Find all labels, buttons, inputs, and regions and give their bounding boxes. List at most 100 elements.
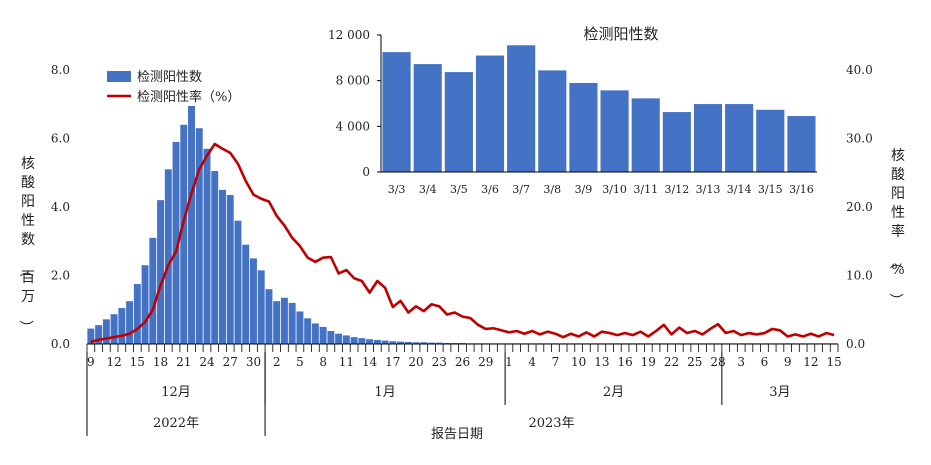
left-y-tick-label: 2.0 — [51, 269, 70, 283]
inset-bar — [787, 116, 816, 172]
positive-count-bar — [273, 301, 281, 344]
inset-y-tick-label: 12 000 — [328, 28, 370, 42]
positive-count-bar — [211, 171, 219, 344]
positive-count-bar — [157, 200, 165, 344]
x-tick-label: 9 — [784, 355, 792, 369]
x-tick-label: 8 — [319, 355, 327, 369]
x-tick-label: 15 — [130, 355, 145, 369]
x-tick-label: 27 — [223, 355, 238, 369]
x-tick-label: 12 — [803, 355, 818, 369]
x-axis-title: 报告日期 — [431, 427, 483, 442]
legend-bar-swatch — [107, 71, 131, 82]
right-y-tick-label: 30.0 — [846, 132, 873, 146]
x-tick-label: 14 — [362, 355, 378, 369]
inset-x-tick-label: 3/3 — [388, 183, 406, 196]
x-tick-label: 26 — [455, 355, 470, 369]
x-tick-label: 11 — [339, 355, 354, 369]
x-tick-label: 12 — [106, 355, 121, 369]
positive-count-bar — [172, 141, 180, 344]
positive-count-bar — [342, 335, 350, 344]
inset-x-tick-label: 3/4 — [419, 183, 437, 196]
positive-count-bar — [366, 339, 374, 344]
inset-y-tick-label: 8 000 — [336, 74, 370, 88]
inset-x-tick-label: 3/15 — [758, 183, 783, 196]
x-tick-label: 28 — [710, 355, 725, 369]
positive-count-bar — [188, 105, 195, 345]
month-label: 2月 — [603, 385, 624, 400]
positive-count-bar — [226, 195, 234, 344]
positive-count-bar — [381, 340, 389, 344]
positive-count-bar — [304, 318, 312, 344]
positive-count-bar — [358, 338, 366, 344]
month-label: 3月 — [769, 385, 790, 400]
inset-x-tick-label: 3/13 — [696, 183, 721, 196]
positive-count-bar — [451, 342, 459, 344]
positive-count-bar — [195, 128, 203, 344]
left-y-tick-label: 6.0 — [51, 132, 70, 146]
positive-count-bar — [149, 237, 157, 344]
positive-count-bar — [87, 328, 95, 344]
inset-x-tick-label: 3/14 — [727, 183, 752, 196]
positive-count-bar — [373, 339, 381, 344]
inset-y-tick-label: 0 — [362, 165, 370, 179]
right-y-tick-label: 20.0 — [846, 200, 873, 214]
positive-count-bar — [133, 284, 141, 344]
positive-count-bar — [180, 124, 188, 344]
positive-count-bar — [141, 265, 149, 344]
positive-count-bar — [110, 314, 118, 344]
inset-bar — [444, 72, 473, 172]
positive-rate-line — [90, 142, 835, 344]
year-label: 2022年 — [153, 416, 199, 431]
x-tick-label: 3 — [737, 355, 745, 369]
positive-count-bar — [249, 258, 257, 344]
x-tick-label: 23 — [432, 355, 447, 369]
positive-count-bar — [296, 311, 304, 344]
inset-bar — [475, 55, 505, 172]
x-tick-label: 16 — [617, 355, 632, 369]
x-tick-label: 9 — [87, 355, 95, 369]
positive-count-bar — [280, 297, 288, 344]
left-y-tick-label: 0.0 — [51, 337, 70, 351]
positive-count-bar — [335, 333, 343, 344]
positive-count-bar — [102, 319, 110, 344]
positive-count-bar — [219, 189, 226, 344]
right-y-tick-label: 10.0 — [846, 269, 873, 283]
right-y-tick-label: 40.0 — [846, 63, 873, 77]
inset-x-tick-label: 3/16 — [789, 183, 814, 196]
x-tick-label: 6 — [761, 355, 769, 369]
positive-count-bar — [164, 169, 172, 344]
right-y-tick-label: 0.0 — [846, 337, 865, 351]
x-tick-label: 21 — [176, 355, 191, 369]
inset-x-tick-label: 3/8 — [543, 183, 561, 196]
positive-count-bar — [397, 341, 405, 344]
positive-count-bar — [257, 270, 265, 344]
inset-x-tick-label: 3/6 — [481, 183, 499, 196]
x-tick-label: 18 — [153, 355, 168, 369]
x-tick-label: 17 — [385, 355, 400, 369]
inset-bar — [600, 90, 629, 172]
inset-bar — [756, 109, 785, 172]
inset-x-tick-label: 3/10 — [602, 183, 627, 196]
positive-count-bar — [389, 341, 397, 344]
x-tick-label: 2 — [273, 355, 281, 369]
positive-count-bar — [126, 301, 134, 344]
positive-count-bar — [459, 342, 466, 344]
month-label: 1月 — [374, 385, 395, 400]
positive-count-bar — [288, 302, 296, 344]
x-tick-label: 30 — [246, 355, 261, 369]
inset-bar — [662, 112, 691, 172]
positive-count-bar — [350, 337, 358, 344]
inset-x-tick-label: 3/11 — [633, 183, 658, 196]
x-tick-label: 10 — [571, 355, 586, 369]
inset-bar — [382, 52, 411, 172]
inset-bar — [693, 104, 723, 172]
x-tick-label: 13 — [594, 355, 609, 369]
inset-bar — [507, 45, 536, 172]
inset-bar — [569, 82, 598, 172]
x-tick-label: 19 — [641, 355, 656, 369]
left-y-tick-label: 4.0 — [51, 200, 70, 214]
x-tick-label: 15 — [826, 355, 841, 369]
positive-count-bar — [327, 330, 335, 344]
